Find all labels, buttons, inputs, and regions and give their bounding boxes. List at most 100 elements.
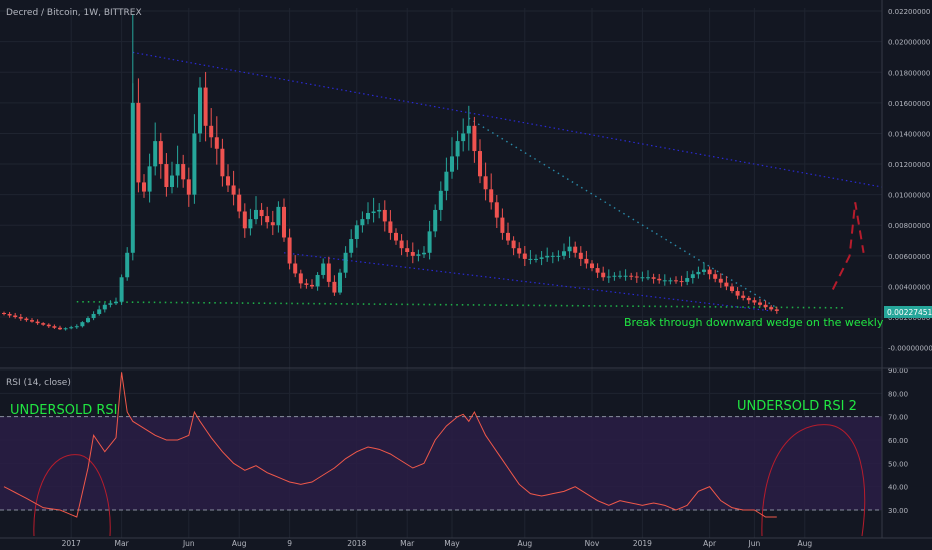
wedge-lower-trendline xyxy=(283,252,772,312)
candle-body xyxy=(528,258,533,260)
price-y-tick-label: 0.00600000 xyxy=(888,253,930,261)
candle-body xyxy=(142,182,146,192)
price-y-tick-label: 0.01800000 xyxy=(888,69,930,77)
candle-body xyxy=(97,309,102,314)
candle-body xyxy=(366,213,370,220)
price-y-tick-label: 0.02200000 xyxy=(888,8,930,16)
labels: Decred / Bitcoin, 1W, BITTREX RSI (14, c… xyxy=(6,8,932,418)
price-y-tick-label: 0.00400000 xyxy=(888,283,930,291)
candle-body xyxy=(259,209,264,217)
last-price-label: 0.00227451б xyxy=(887,308,932,317)
candle-body xyxy=(158,141,163,165)
candle-body xyxy=(170,175,174,187)
candle-body xyxy=(399,240,404,249)
candle-body xyxy=(310,284,314,287)
candle-body xyxy=(377,209,382,212)
x-tick-label: Mar xyxy=(115,539,130,548)
candle-body xyxy=(634,276,639,278)
candle-body xyxy=(416,254,421,256)
candle-body xyxy=(91,313,96,319)
candle-body xyxy=(237,194,242,212)
candle-body xyxy=(629,275,634,277)
candle-body xyxy=(455,141,460,157)
candle-body xyxy=(18,317,23,319)
candle-body xyxy=(590,263,594,269)
rsi-circle-left xyxy=(33,454,111,537)
candle-body xyxy=(746,297,751,301)
rsi-y-tick-label: 30.00 xyxy=(888,507,908,515)
candle-body xyxy=(231,185,236,195)
candle-body xyxy=(662,280,667,282)
candle-body xyxy=(618,275,622,277)
candle-body xyxy=(30,320,34,322)
candle-body xyxy=(349,239,354,253)
candle-body xyxy=(539,257,544,259)
candle-body xyxy=(674,280,678,282)
candle-body xyxy=(606,276,611,278)
price-y-tick-label: -0.00000000 xyxy=(888,345,932,353)
candle-body xyxy=(730,286,734,292)
candle-body xyxy=(506,232,510,241)
candle-body xyxy=(147,166,152,192)
candle-body xyxy=(718,278,723,283)
candle-body xyxy=(35,321,40,324)
candle-body xyxy=(7,313,12,316)
candle-body xyxy=(175,164,180,176)
candle-body xyxy=(405,248,410,253)
candle-body xyxy=(298,273,303,284)
price-y-tick-label: 0.00200000 xyxy=(888,314,930,322)
candle-body xyxy=(343,252,348,273)
last-price-badge xyxy=(884,306,932,318)
candle-body xyxy=(410,252,415,256)
candle-body xyxy=(461,133,466,142)
rsi-y-tick-label: 80.00 xyxy=(888,390,908,398)
candle-body xyxy=(304,283,309,285)
candle-body xyxy=(478,151,482,177)
candle-body xyxy=(394,232,398,241)
candle-body xyxy=(774,309,779,311)
rsi-series-line xyxy=(3,372,777,518)
x-tick-label: 2019 xyxy=(633,539,652,548)
rsi-overbought-oversold-band xyxy=(0,416,882,510)
projection-path xyxy=(831,202,865,290)
candle-body xyxy=(690,274,695,279)
candle-body xyxy=(651,277,656,279)
rsi-y-tick-label: 90.00 xyxy=(888,367,908,375)
candle-body xyxy=(500,217,505,233)
candle-body xyxy=(646,277,650,279)
candle-body xyxy=(114,301,118,304)
candle-body xyxy=(265,216,270,223)
candle-body xyxy=(321,263,326,275)
candle-body xyxy=(63,328,68,330)
candle-body xyxy=(724,282,729,287)
candle-body xyxy=(58,327,62,330)
candle-body xyxy=(315,274,320,287)
candle-body xyxy=(388,221,393,233)
candle-body xyxy=(427,231,432,253)
candle-body xyxy=(338,272,342,293)
candle-body xyxy=(545,255,550,258)
candle-body xyxy=(623,275,628,277)
candle-body xyxy=(41,323,46,325)
candle-body xyxy=(483,176,488,190)
candle-body xyxy=(567,246,572,252)
price-y-tick-label: 0.00800000 xyxy=(888,222,930,230)
candle-body xyxy=(46,324,51,327)
candle-body xyxy=(758,302,762,305)
candle-body xyxy=(287,237,292,264)
candle-body xyxy=(293,263,298,274)
candle-body xyxy=(203,87,208,126)
rsi-y-tick-label: 40.00 xyxy=(888,484,908,492)
candle-body xyxy=(214,137,219,149)
candle-body xyxy=(741,295,746,298)
candle-body xyxy=(702,269,706,272)
rsi-y-tick-label: 70.00 xyxy=(888,414,908,422)
candle-body xyxy=(584,258,589,264)
annotation-undersold-left: UNDERSOLD RSI xyxy=(10,403,118,418)
candle-body xyxy=(578,252,583,259)
candle-body xyxy=(422,252,426,255)
candle-body xyxy=(86,318,90,323)
candle-body xyxy=(270,222,275,226)
